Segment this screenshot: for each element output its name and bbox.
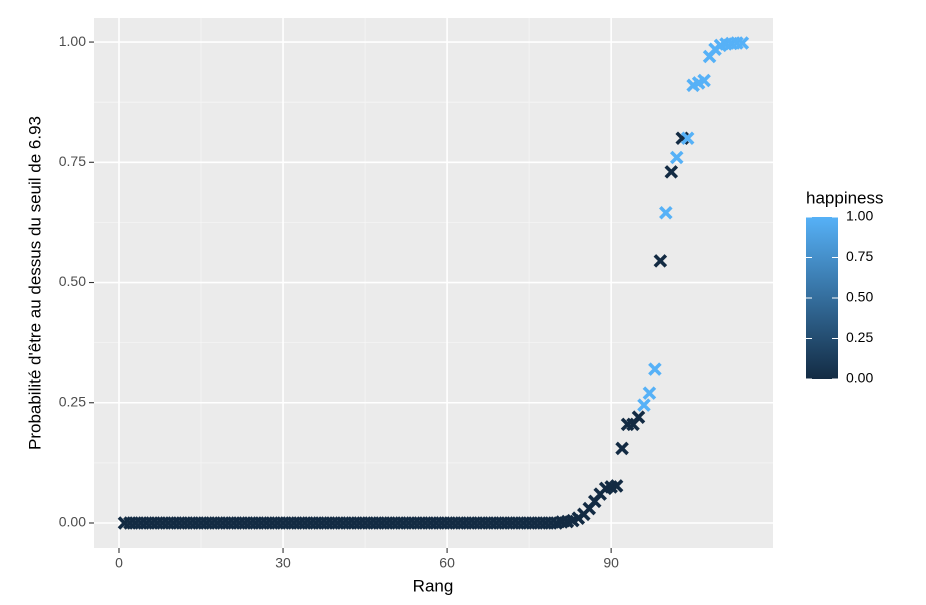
- point: [735, 36, 750, 50]
- x-tick-label: 0: [115, 555, 123, 571]
- y-tick-label: 0.25: [59, 393, 86, 409]
- point: [615, 441, 629, 456]
- point: [669, 150, 684, 165]
- x-tick-label: 60: [439, 555, 455, 571]
- point: [648, 362, 662, 376]
- point: [697, 73, 711, 88]
- x-tick-label: 30: [275, 555, 291, 571]
- x-axis-title: Rang: [413, 576, 454, 595]
- colorbar-label: 0.00: [846, 370, 873, 386]
- legend-title: happiness: [806, 188, 884, 207]
- x-tick-label: 90: [603, 555, 619, 571]
- y-tick-label: 1.00: [59, 33, 86, 49]
- y-axis-title: Probabilité d'être au dessus du seuil de…: [25, 116, 44, 450]
- point: [642, 386, 657, 400]
- point: [653, 254, 668, 268]
- point: [631, 410, 646, 424]
- colorbar-label: 0.25: [846, 329, 873, 345]
- colorbar-label: 1.00: [846, 208, 873, 224]
- point: [680, 131, 695, 146]
- point: [664, 165, 679, 179]
- colorbar-label: 0.75: [846, 248, 873, 264]
- y-tick-label: 0.50: [59, 273, 86, 289]
- y-tick-label: 0.00: [59, 514, 86, 530]
- y-tick-label: 0.75: [59, 153, 86, 169]
- colorbar-label: 0.50: [846, 289, 873, 305]
- point: [637, 398, 651, 412]
- point: [609, 479, 624, 493]
- point: [659, 206, 673, 220]
